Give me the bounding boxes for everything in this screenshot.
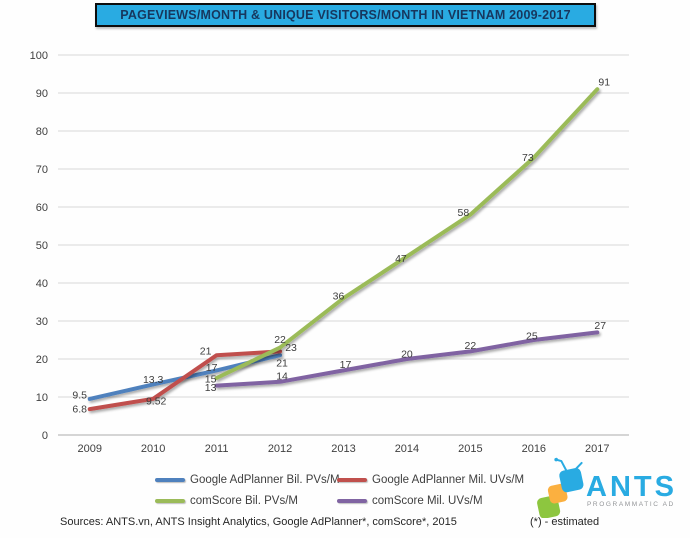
svg-text:9.52: 9.52 [146,395,167,407]
svg-text:2012: 2012 [268,443,292,455]
svg-text:2010: 2010 [141,443,165,455]
legend-item-comscore-pvs: comScore Bil. PVs/M [155,493,298,509]
svg-text:91: 91 [598,77,610,89]
svg-text:2016: 2016 [522,443,546,455]
svg-text:6.8: 6.8 [72,404,87,416]
legend-item-comscore-uvs: comScore Mil. UVs/M [337,493,483,509]
svg-text:22: 22 [465,340,477,352]
svg-text:20: 20 [401,349,413,361]
svg-text:60: 60 [36,202,48,214]
svg-text:70: 70 [36,164,48,176]
legend-label: comScore Bil. PVs/M [190,495,298,507]
ants-logo-wordmark: ANTS [586,471,677,503]
legend-label: Google AdPlanner Bil. PVs/M [190,474,340,486]
svg-text:80: 80 [36,126,48,138]
legend-line-swatch-green [155,499,185,503]
svg-text:13.3: 13.3 [143,374,164,386]
chart-title: PAGEVIEWS/MONTH & UNIQUE VISITORS/MONTH … [95,3,596,27]
legend-item-google-adplanner-uvs: Google AdPlanner Mil. UVs/M [337,472,524,488]
svg-text:2017: 2017 [585,443,609,455]
svg-text:22: 22 [274,334,286,346]
svg-text:2014: 2014 [395,443,419,455]
svg-text:100: 100 [30,50,48,62]
svg-text:40: 40 [36,278,48,290]
svg-text:17: 17 [340,359,352,371]
svg-text:21: 21 [276,358,288,370]
svg-text:73: 73 [522,152,534,164]
svg-text:20: 20 [36,354,48,366]
svg-text:23: 23 [285,342,297,354]
svg-text:17: 17 [206,362,218,374]
legend-line-swatch-red [337,478,367,482]
svg-text:90: 90 [36,88,48,100]
estimated-note: (*) - estimated [530,516,600,528]
svg-text:50: 50 [36,240,48,252]
svg-text:2011: 2011 [205,443,229,455]
svg-text:0: 0 [42,430,48,442]
svg-text:13: 13 [205,382,217,394]
legend-line-swatch-purple [337,499,367,503]
legend-line-swatch-blue [155,478,185,482]
ants-logo-subtitle: PROGRAMMATIC AD [587,501,675,508]
svg-text:2015: 2015 [458,443,482,455]
svg-text:21: 21 [200,346,212,358]
chart-legend: Google AdPlanner Bil. PVs/M Google AdPla… [0,470,690,514]
ants-logo-antenna-icon [537,457,584,518]
svg-text:10: 10 [36,392,48,404]
legend-label: comScore Mil. UVs/M [372,495,483,507]
chart-plot-area: 0 10 20 30 40 50 60 70 80 90 100 2009 2010 2011 2012 20… [30,50,629,455]
svg-text:27: 27 [594,320,606,332]
sources-note: Sources: ANTS.vn, ANTS Insight Analytics… [60,516,457,528]
svg-text:9.5: 9.5 [72,389,87,401]
svg-text:15: 15 [205,374,217,386]
ants-logo: ANTS PROGRAMMATIC AD [528,456,690,518]
svg-text:47: 47 [395,253,407,265]
legend-item-google-adplanner-pvs: Google AdPlanner Bil. PVs/M [155,472,340,488]
svg-text:25: 25 [526,331,538,343]
svg-text:2013: 2013 [331,443,355,455]
svg-text:2009: 2009 [77,443,101,455]
legend-label: Google AdPlanner Mil. UVs/M [372,474,525,486]
svg-text:36: 36 [333,291,345,303]
svg-text:14: 14 [276,370,288,382]
svg-text:30: 30 [36,316,48,328]
svg-text:58: 58 [458,207,470,219]
